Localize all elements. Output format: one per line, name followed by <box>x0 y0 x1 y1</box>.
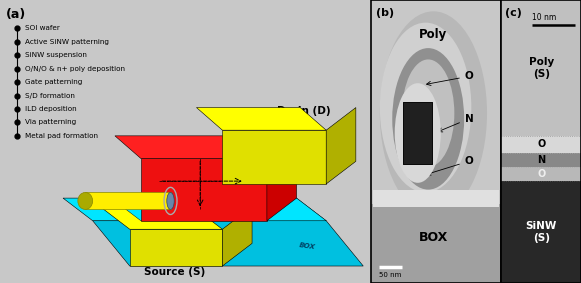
Bar <box>501 181 581 283</box>
Ellipse shape <box>380 23 471 192</box>
Bar <box>403 102 432 164</box>
Text: (b): (b) <box>376 8 394 18</box>
Bar <box>501 0 581 136</box>
Text: Via patterning: Via patterning <box>25 119 77 125</box>
Text: SiNW suspension: SiNW suspension <box>25 52 87 58</box>
Text: BOX: BOX <box>299 242 316 250</box>
Bar <box>403 102 432 164</box>
Polygon shape <box>100 207 223 229</box>
Text: Gate patterning: Gate patterning <box>25 79 83 85</box>
Ellipse shape <box>167 192 174 209</box>
Ellipse shape <box>380 11 487 215</box>
Text: O: O <box>537 139 546 149</box>
Text: Active SiNW patterning: Active SiNW patterning <box>25 39 109 45</box>
Ellipse shape <box>78 192 93 209</box>
Ellipse shape <box>392 48 464 190</box>
Text: 10 nm: 10 nm <box>532 13 556 22</box>
Text: S/D formation: S/D formation <box>25 93 75 98</box>
Polygon shape <box>223 207 252 266</box>
Polygon shape <box>223 130 326 184</box>
Polygon shape <box>130 229 223 266</box>
Text: SiNW
(S): SiNW (S) <box>525 221 557 243</box>
Text: SOI wafer: SOI wafer <box>25 25 60 31</box>
Text: Drain (D): Drain (D) <box>277 106 331 116</box>
Text: x: x <box>152 179 156 184</box>
Polygon shape <box>63 198 326 221</box>
Polygon shape <box>196 108 326 130</box>
Polygon shape <box>141 158 267 221</box>
Polygon shape <box>93 221 363 266</box>
Text: O: O <box>426 71 474 85</box>
Text: O/N/O & n+ poly deposition: O/N/O & n+ poly deposition <box>25 66 125 72</box>
Polygon shape <box>326 108 356 184</box>
Bar <box>501 136 581 153</box>
Text: (c): (c) <box>505 8 522 18</box>
Bar <box>85 192 170 209</box>
Text: (a): (a) <box>6 8 26 22</box>
Text: 50 nm: 50 nm <box>379 272 401 278</box>
Text: O: O <box>537 169 546 179</box>
Bar <box>501 153 581 167</box>
Polygon shape <box>115 136 267 158</box>
Bar <box>374 190 499 207</box>
Text: N: N <box>537 155 545 165</box>
Text: Source (S): Source (S) <box>144 267 205 277</box>
Ellipse shape <box>394 83 441 183</box>
Ellipse shape <box>402 59 454 167</box>
Polygon shape <box>267 136 296 221</box>
Bar <box>501 167 581 181</box>
Text: O: O <box>426 156 474 175</box>
Text: Metal pad formation: Metal pad formation <box>25 133 98 139</box>
Text: N: N <box>438 114 474 132</box>
Bar <box>371 204 501 283</box>
Text: BOX: BOX <box>419 231 448 244</box>
Text: Poly: Poly <box>419 28 447 41</box>
Text: ILD deposition: ILD deposition <box>25 106 77 112</box>
Text: Poly
(S): Poly (S) <box>529 57 554 79</box>
Text: Gate
(G): Gate (G) <box>260 175 282 193</box>
Polygon shape <box>111 198 326 221</box>
